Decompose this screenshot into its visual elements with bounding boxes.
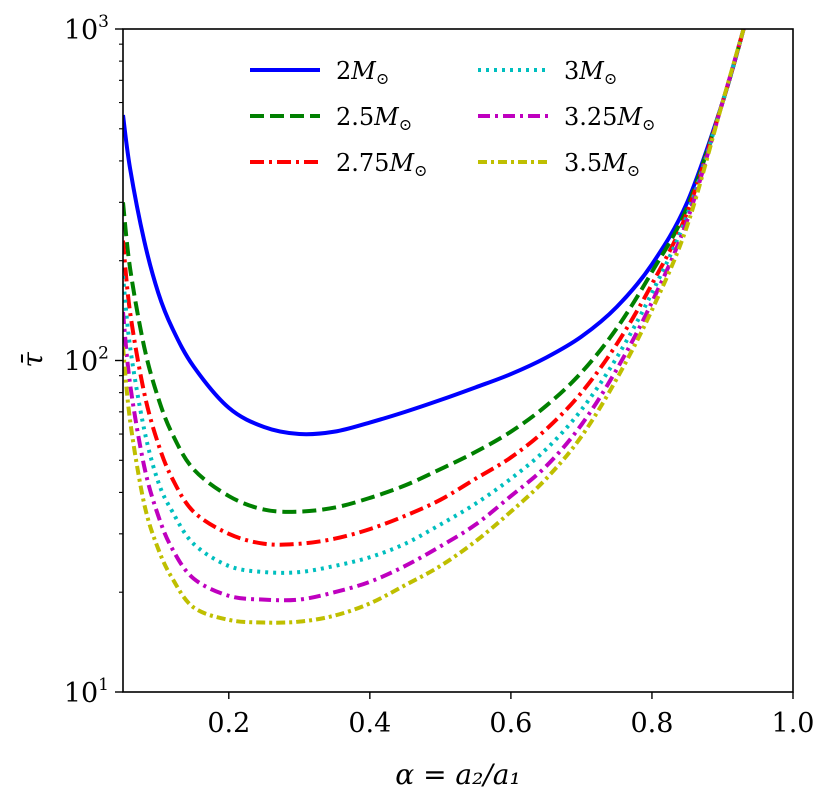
x-tick-label: 1.0	[772, 708, 815, 739]
x-axis-label: α = a₂/a₁	[395, 758, 520, 791]
legend-label-3: 2.75M⊙	[336, 149, 427, 180]
series-line-4	[123, 29, 746, 575]
series-line-1	[123, 29, 746, 437]
legend-label-4: 3M⊙	[564, 57, 617, 88]
ticks-layer: 0.2 0.4 0.6 0.8 1.0 101 102 103	[64, 12, 815, 739]
legend-label-6: 3.5M⊙	[564, 149, 640, 180]
y-tick-label: 101	[64, 675, 109, 709]
series-layer	[123, 29, 746, 625]
y-axis-label: τ̄	[16, 352, 49, 368]
legend: 2M⊙ 2.5M⊙ 2.75M⊙ 3M⊙ 3.25M⊙ 3.5M⊙	[250, 57, 655, 180]
x-tick-label: 0.8	[630, 708, 673, 739]
series-line-6	[123, 29, 746, 625]
legend-label-2: 2.5M⊙	[336, 103, 412, 134]
x-tick-label: 0.4	[348, 708, 391, 739]
x-tick-label: 0.2	[207, 708, 250, 739]
x-tick-label: 0.6	[489, 708, 532, 739]
legend-label-1: 2M⊙	[336, 57, 389, 88]
series-line-3	[123, 29, 746, 547]
y-tick-label: 103	[64, 12, 109, 46]
y-tick-label: 102	[64, 344, 109, 378]
legend-label-5: 3.25M⊙	[564, 103, 655, 134]
